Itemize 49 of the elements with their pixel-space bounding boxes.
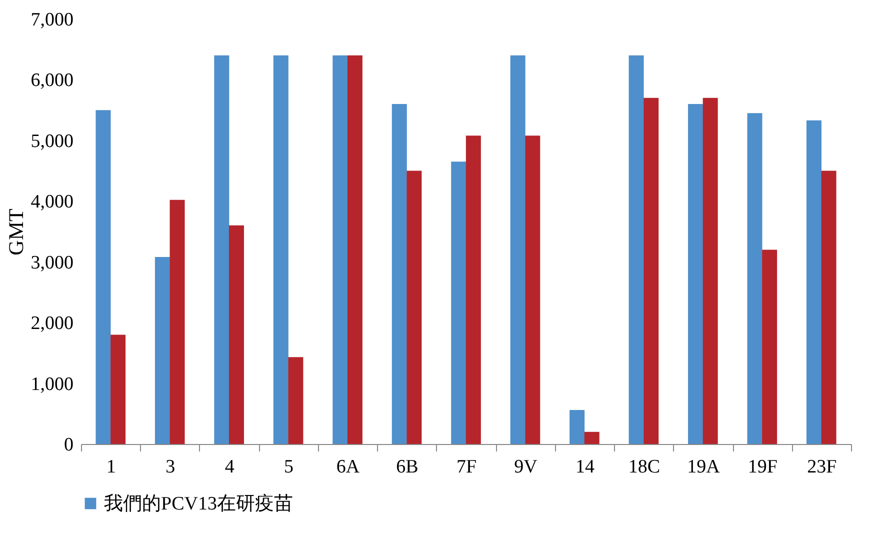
x-tick-label: 19A	[687, 456, 720, 478]
bar	[288, 357, 304, 444]
y-tick-label: 4,000	[30, 192, 74, 213]
y-tick-label: 2,000	[30, 313, 74, 334]
x-tick-label: 14	[575, 456, 595, 478]
bar	[406, 170, 422, 444]
bar	[347, 55, 362, 444]
bar	[584, 432, 600, 444]
bar	[806, 120, 822, 444]
x-tick-label: 5	[284, 456, 294, 478]
bar	[170, 200, 185, 444]
x-tick-label: 4	[224, 456, 235, 478]
bar	[273, 55, 288, 444]
bar	[110, 334, 126, 444]
bar	[628, 55, 644, 444]
x-tick-label: 23F	[807, 456, 837, 478]
x-tick-label: 19F	[748, 456, 778, 478]
bar	[332, 55, 348, 444]
bar	[821, 170, 836, 444]
bar	[702, 98, 718, 444]
bar	[762, 250, 778, 444]
y-tick-label: 3,000	[30, 252, 74, 274]
bar	[688, 104, 704, 444]
x-tick-label: 9V	[514, 456, 538, 478]
bar	[451, 162, 466, 444]
y-axis-title: GMT	[4, 208, 28, 256]
y-tick-label: 7,000	[30, 10, 74, 30]
x-tick-label: 7F	[456, 456, 477, 478]
bar	[214, 55, 230, 444]
bar	[644, 98, 659, 444]
bar	[525, 136, 540, 444]
bar	[154, 257, 170, 444]
y-tick-label: 5,000	[30, 130, 74, 152]
bar	[466, 136, 481, 444]
x-tick-label: 6B	[396, 456, 418, 478]
y-tick-label: 0	[64, 434, 74, 456]
bar	[228, 225, 244, 444]
bar	[570, 410, 585, 444]
legend-label: 我們的PCV13在研疫苗	[104, 494, 293, 514]
x-tick-label: 18C	[628, 456, 660, 478]
x-tick-label: 6A	[336, 456, 360, 478]
bar	[747, 113, 762, 444]
bar	[510, 55, 526, 444]
bar	[96, 110, 111, 444]
bar	[392, 104, 407, 444]
y-tick-label: 6,000	[30, 70, 74, 92]
y-tick-label: 1,000	[30, 374, 74, 395]
x-tick-label: 1	[106, 456, 116, 478]
x-tick-label: 3	[166, 456, 176, 478]
